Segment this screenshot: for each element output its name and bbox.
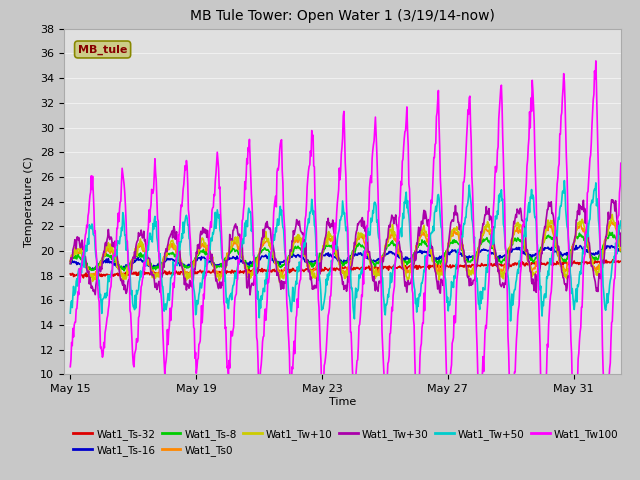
Wat1_Ts-32 bbox=[342, 265, 349, 271]
X-axis label: Time: Time bbox=[329, 397, 356, 407]
Wat1_Tw+30 bbox=[303, 260, 310, 265]
Wat1_Ts-8 bbox=[374, 261, 382, 266]
Wat1_Ts0 bbox=[342, 269, 349, 275]
Wat1_Tw+10 bbox=[67, 261, 74, 266]
Wat1_Tw100 bbox=[206, 225, 214, 230]
Wat1_Ts-8 bbox=[377, 254, 385, 260]
Wat1_Ts-8 bbox=[67, 259, 74, 264]
Wat1_Tw100 bbox=[601, 447, 609, 453]
Wat1_Tw100 bbox=[617, 160, 625, 166]
Wat1_Tw+10 bbox=[438, 270, 445, 276]
Wat1_Tw+10 bbox=[377, 267, 385, 273]
Wat1_Tw100 bbox=[341, 159, 349, 165]
Wat1_Ts-8 bbox=[606, 229, 614, 235]
Wat1_Tw+50 bbox=[376, 250, 384, 256]
Wat1_Ts-8 bbox=[342, 261, 349, 266]
Wat1_Ts-16 bbox=[207, 257, 214, 263]
Wat1_Ts-16 bbox=[377, 255, 385, 261]
Wat1_Ts-32 bbox=[609, 257, 617, 263]
Text: MB_tule: MB_tule bbox=[78, 44, 127, 55]
Wat1_Ts-8 bbox=[617, 249, 625, 254]
Wat1_Ts-16 bbox=[617, 248, 625, 253]
Wat1_Ts0 bbox=[607, 218, 615, 224]
Wat1_Ts-8 bbox=[303, 258, 310, 264]
Wat1_Tw100 bbox=[592, 58, 600, 64]
Wat1_Ts0 bbox=[121, 276, 129, 282]
Wat1_Ts0 bbox=[617, 248, 625, 253]
Wat1_Tw+50 bbox=[507, 318, 515, 324]
Wat1_Ts0 bbox=[374, 271, 382, 276]
Wat1_Ts-8 bbox=[207, 256, 214, 262]
Wat1_Ts-16 bbox=[67, 261, 74, 267]
Wat1_Ts-32 bbox=[374, 264, 382, 270]
Wat1_Ts-16 bbox=[572, 243, 580, 249]
Wat1_Tw+30 bbox=[377, 279, 385, 285]
Wat1_Ts-32 bbox=[617, 258, 625, 264]
Wat1_Ts-32 bbox=[438, 263, 445, 269]
Wat1_Tw+10 bbox=[374, 271, 382, 276]
Wat1_Ts0 bbox=[303, 259, 310, 264]
Wat1_Tw+50 bbox=[67, 310, 74, 316]
Wat1_Tw100 bbox=[437, 189, 445, 194]
Wat1_Ts-32 bbox=[377, 265, 385, 271]
Wat1_Ts0 bbox=[438, 265, 445, 271]
Line: Wat1_Tw+50: Wat1_Tw+50 bbox=[70, 180, 621, 321]
Wat1_Tw+30 bbox=[438, 277, 445, 283]
Wat1_Tw+30 bbox=[206, 249, 214, 255]
Wat1_Ts0 bbox=[207, 256, 214, 262]
Wat1_Ts-32 bbox=[303, 266, 310, 272]
Title: MB Tule Tower: Open Water 1 (3/19/14-now): MB Tule Tower: Open Water 1 (3/19/14-now… bbox=[190, 10, 495, 24]
Wat1_Ts-16 bbox=[374, 257, 382, 263]
Y-axis label: Temperature (C): Temperature (C) bbox=[24, 156, 35, 247]
Wat1_Tw+50 bbox=[341, 220, 349, 226]
Wat1_Ts-32 bbox=[67, 271, 74, 277]
Wat1_Tw+10 bbox=[609, 212, 616, 217]
Wat1_Tw+30 bbox=[67, 260, 74, 266]
Line: Wat1_Tw100: Wat1_Tw100 bbox=[70, 61, 621, 450]
Wat1_Ts-32 bbox=[207, 270, 214, 276]
Wat1_Ts-8 bbox=[120, 268, 128, 274]
Wat1_Ts-16 bbox=[438, 253, 445, 259]
Line: Wat1_Ts-8: Wat1_Ts-8 bbox=[70, 232, 621, 271]
Wat1_Tw+10 bbox=[342, 271, 349, 277]
Wat1_Tw+10 bbox=[303, 259, 310, 264]
Wat1_Tw100 bbox=[374, 167, 381, 172]
Wat1_Tw+50 bbox=[437, 224, 445, 230]
Wat1_Tw+50 bbox=[374, 217, 381, 223]
Wat1_Tw+10 bbox=[276, 279, 284, 285]
Wat1_Tw+50 bbox=[302, 234, 310, 240]
Wat1_Ts-8 bbox=[438, 257, 445, 263]
Wat1_Tw100 bbox=[376, 248, 384, 254]
Wat1_Tw+30 bbox=[374, 288, 382, 294]
Line: Wat1_Tw+10: Wat1_Tw+10 bbox=[70, 215, 621, 282]
Line: Wat1_Tw+30: Wat1_Tw+30 bbox=[70, 200, 621, 295]
Wat1_Tw+50 bbox=[617, 218, 625, 224]
Wat1_Ts-16 bbox=[303, 259, 310, 264]
Line: Wat1_Ts-32: Wat1_Ts-32 bbox=[70, 260, 621, 278]
Line: Wat1_Ts0: Wat1_Ts0 bbox=[70, 221, 621, 279]
Wat1_Ts-16 bbox=[85, 267, 93, 273]
Legend: Wat1_Ts-32, Wat1_Ts-16, Wat1_Ts-8, Wat1_Ts0, Wat1_Tw+10, Wat1_Tw+30, Wat1_Tw+50,: Wat1_Ts-32, Wat1_Ts-16, Wat1_Ts-8, Wat1_… bbox=[69, 424, 623, 460]
Wat1_Ts0 bbox=[67, 258, 74, 264]
Wat1_Tw+10 bbox=[206, 251, 214, 257]
Wat1_Ts-32 bbox=[79, 275, 87, 281]
Wat1_Tw+10 bbox=[617, 245, 625, 251]
Wat1_Ts0 bbox=[377, 262, 385, 267]
Wat1_Tw+30 bbox=[342, 282, 349, 288]
Wat1_Tw+30 bbox=[617, 243, 625, 249]
Wat1_Tw+30 bbox=[246, 292, 254, 298]
Wat1_Tw+30 bbox=[608, 197, 616, 203]
Wat1_Tw100 bbox=[67, 364, 74, 370]
Wat1_Tw+50 bbox=[561, 178, 568, 183]
Wat1_Tw+50 bbox=[206, 247, 214, 252]
Wat1_Tw100 bbox=[302, 213, 310, 218]
Line: Wat1_Ts-16: Wat1_Ts-16 bbox=[70, 246, 621, 270]
Wat1_Ts-16 bbox=[342, 258, 349, 264]
